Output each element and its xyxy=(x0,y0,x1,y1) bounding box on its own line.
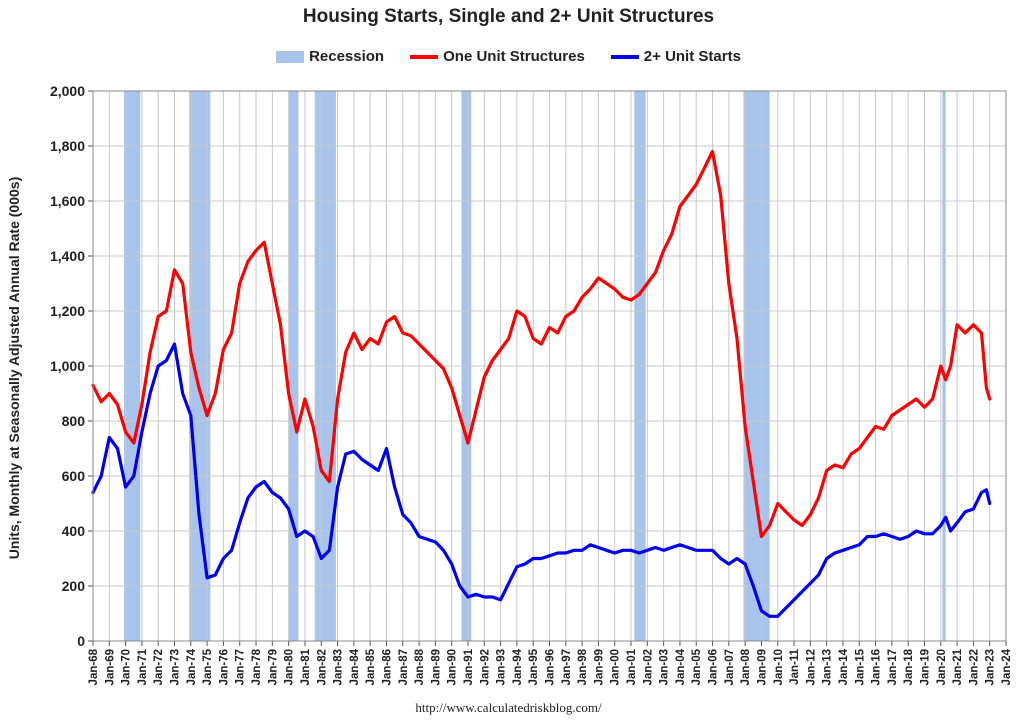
x-tick-label-16: Jan-84 xyxy=(349,648,361,685)
legend-label-two-plus: 2+ Unit Starts xyxy=(643,48,741,65)
legend-label-recession: Recession xyxy=(309,48,385,65)
x-tick-label-26: Jan-94 xyxy=(512,648,524,685)
x-tick-label-3: Jan-71 xyxy=(137,648,149,685)
x-tick-label-25: Jan-93 xyxy=(496,649,508,685)
y-tick-label-10: 2,000 xyxy=(50,83,85,99)
x-tick-label-1: Jan-69 xyxy=(104,649,116,685)
x-tick-label-46: Jan-14 xyxy=(838,648,850,685)
x-tick-label-21: Jan-89 xyxy=(430,649,442,685)
x-tick-label-14: Jan-82 xyxy=(316,649,328,685)
legend-item-recession: Recession xyxy=(276,48,384,65)
y-tick-label-6: 1,200 xyxy=(50,303,85,319)
x-tick-label-32: Jan-00 xyxy=(610,649,622,685)
plot-border xyxy=(92,90,1007,642)
series-line-one-unit xyxy=(91,149,992,539)
x-tick-label-30: Jan-98 xyxy=(577,648,589,685)
x-tick-label-39: Jan-07 xyxy=(724,649,736,685)
y-tick-label-2: 400 xyxy=(62,523,86,539)
x-tick-label-6: Jan-74 xyxy=(186,648,198,685)
x-tick-label-53: Jan-21 xyxy=(952,648,964,685)
x-tick-label-38: Jan-06 xyxy=(708,649,720,685)
x-tick-label-4: Jan-72 xyxy=(153,649,165,685)
legend-item-one-unit: One Unit Structures xyxy=(410,48,585,65)
x-tick-label-19: Jan-87 xyxy=(398,649,410,685)
x-tick-label-42: Jan-10 xyxy=(773,649,785,685)
x-tick-label-55: Jan-23 xyxy=(985,649,997,685)
legend-swatch-one-unit xyxy=(410,54,439,59)
y-tick-label-0: 0 xyxy=(77,633,85,649)
x-tick-label-47: Jan-15 xyxy=(854,648,866,685)
x-tick-label-24: Jan-92 xyxy=(479,649,491,685)
y-tick-label-3: 600 xyxy=(62,468,86,484)
x-tick-label-18: Jan-86 xyxy=(381,649,393,685)
x-tick-label-29: Jan-97 xyxy=(561,649,573,685)
x-tick-label-52: Jan-20 xyxy=(936,649,948,685)
x-tick-label-44: Jan-12 xyxy=(805,649,817,685)
x-tick-label-54: Jan-22 xyxy=(968,649,980,685)
x-tick-label-5: Jan-73 xyxy=(170,649,182,685)
x-tick-label-15: Jan-83 xyxy=(333,649,345,685)
legend-item-two-plus: 2+ Unit Starts xyxy=(610,48,741,65)
x-tick-label-50: Jan-18 xyxy=(903,648,915,685)
y-tick-label-1: 200 xyxy=(62,578,86,594)
x-tick-label-56: Jan-24 xyxy=(1001,648,1013,685)
x-tick-label-49: Jan-17 xyxy=(887,649,899,685)
x-tick-label-45: Jan-13 xyxy=(822,649,834,685)
legend-swatch-recession xyxy=(276,50,305,63)
x-tick-label-17: Jan-85 xyxy=(365,648,377,685)
source-url: http://www.calculatedriskblog.com/ xyxy=(415,700,602,715)
legend-label-one-unit: One Unit Structures xyxy=(443,48,585,65)
x-tick-label-36: Jan-04 xyxy=(675,648,687,685)
x-tick-label-51: Jan-19 xyxy=(919,649,931,685)
y-tick-label-8: 1,600 xyxy=(50,193,85,209)
x-tick-label-33: Jan-01 xyxy=(626,648,638,685)
x-tick-label-28: Jan-96 xyxy=(545,649,557,685)
x-tick-label-0: Jan-68 xyxy=(88,648,100,685)
x-tick-label-34: Jan-02 xyxy=(642,649,654,685)
chart-title: Housing Starts, Single and 2+ Unit Struc… xyxy=(302,6,715,27)
x-tick-label-43: Jan-11 xyxy=(789,648,801,684)
x-tick-label-40: Jan-08 xyxy=(740,648,752,685)
x-tick-label-48: Jan-16 xyxy=(871,649,883,685)
x-tick-label-2: Jan-70 xyxy=(121,649,133,685)
x-tick-label-35: Jan-03 xyxy=(659,649,671,685)
x-tick-label-37: Jan-05 xyxy=(691,648,703,685)
x-tick-label-9: Jan-77 xyxy=(235,649,247,685)
series-line-two-plus-unit xyxy=(91,342,992,618)
x-tick-label-11: Jan-79 xyxy=(267,649,279,685)
legend: Recession One Unit Structures 2+ Unit St… xyxy=(0,48,1017,65)
y-tick-label-9: 1,800 xyxy=(50,138,85,154)
y-tick-label-5: 1,000 xyxy=(50,358,85,374)
x-tick-label-23: Jan-91 xyxy=(463,648,475,685)
x-tick-label-41: Jan-09 xyxy=(756,649,768,685)
legend-swatch-two-plus xyxy=(610,54,639,59)
x-tick-label-7: Jan-75 xyxy=(202,648,214,685)
x-tick-label-20: Jan-88 xyxy=(414,648,426,685)
y-tick-label-7: 1,400 xyxy=(50,248,85,264)
x-tick-label-8: Jan-76 xyxy=(218,649,230,685)
x-tick-label-27: Jan-95 xyxy=(528,648,540,685)
x-tick-label-13: Jan-81 xyxy=(300,648,312,685)
x-tick-label-31: Jan-99 xyxy=(593,649,605,685)
y-tick-label-4: 800 xyxy=(62,413,86,429)
x-tick-label-10: Jan-78 xyxy=(251,648,263,685)
x-tick-label-22: Jan-90 xyxy=(447,649,459,685)
x-tick-label-12: Jan-80 xyxy=(284,649,296,685)
